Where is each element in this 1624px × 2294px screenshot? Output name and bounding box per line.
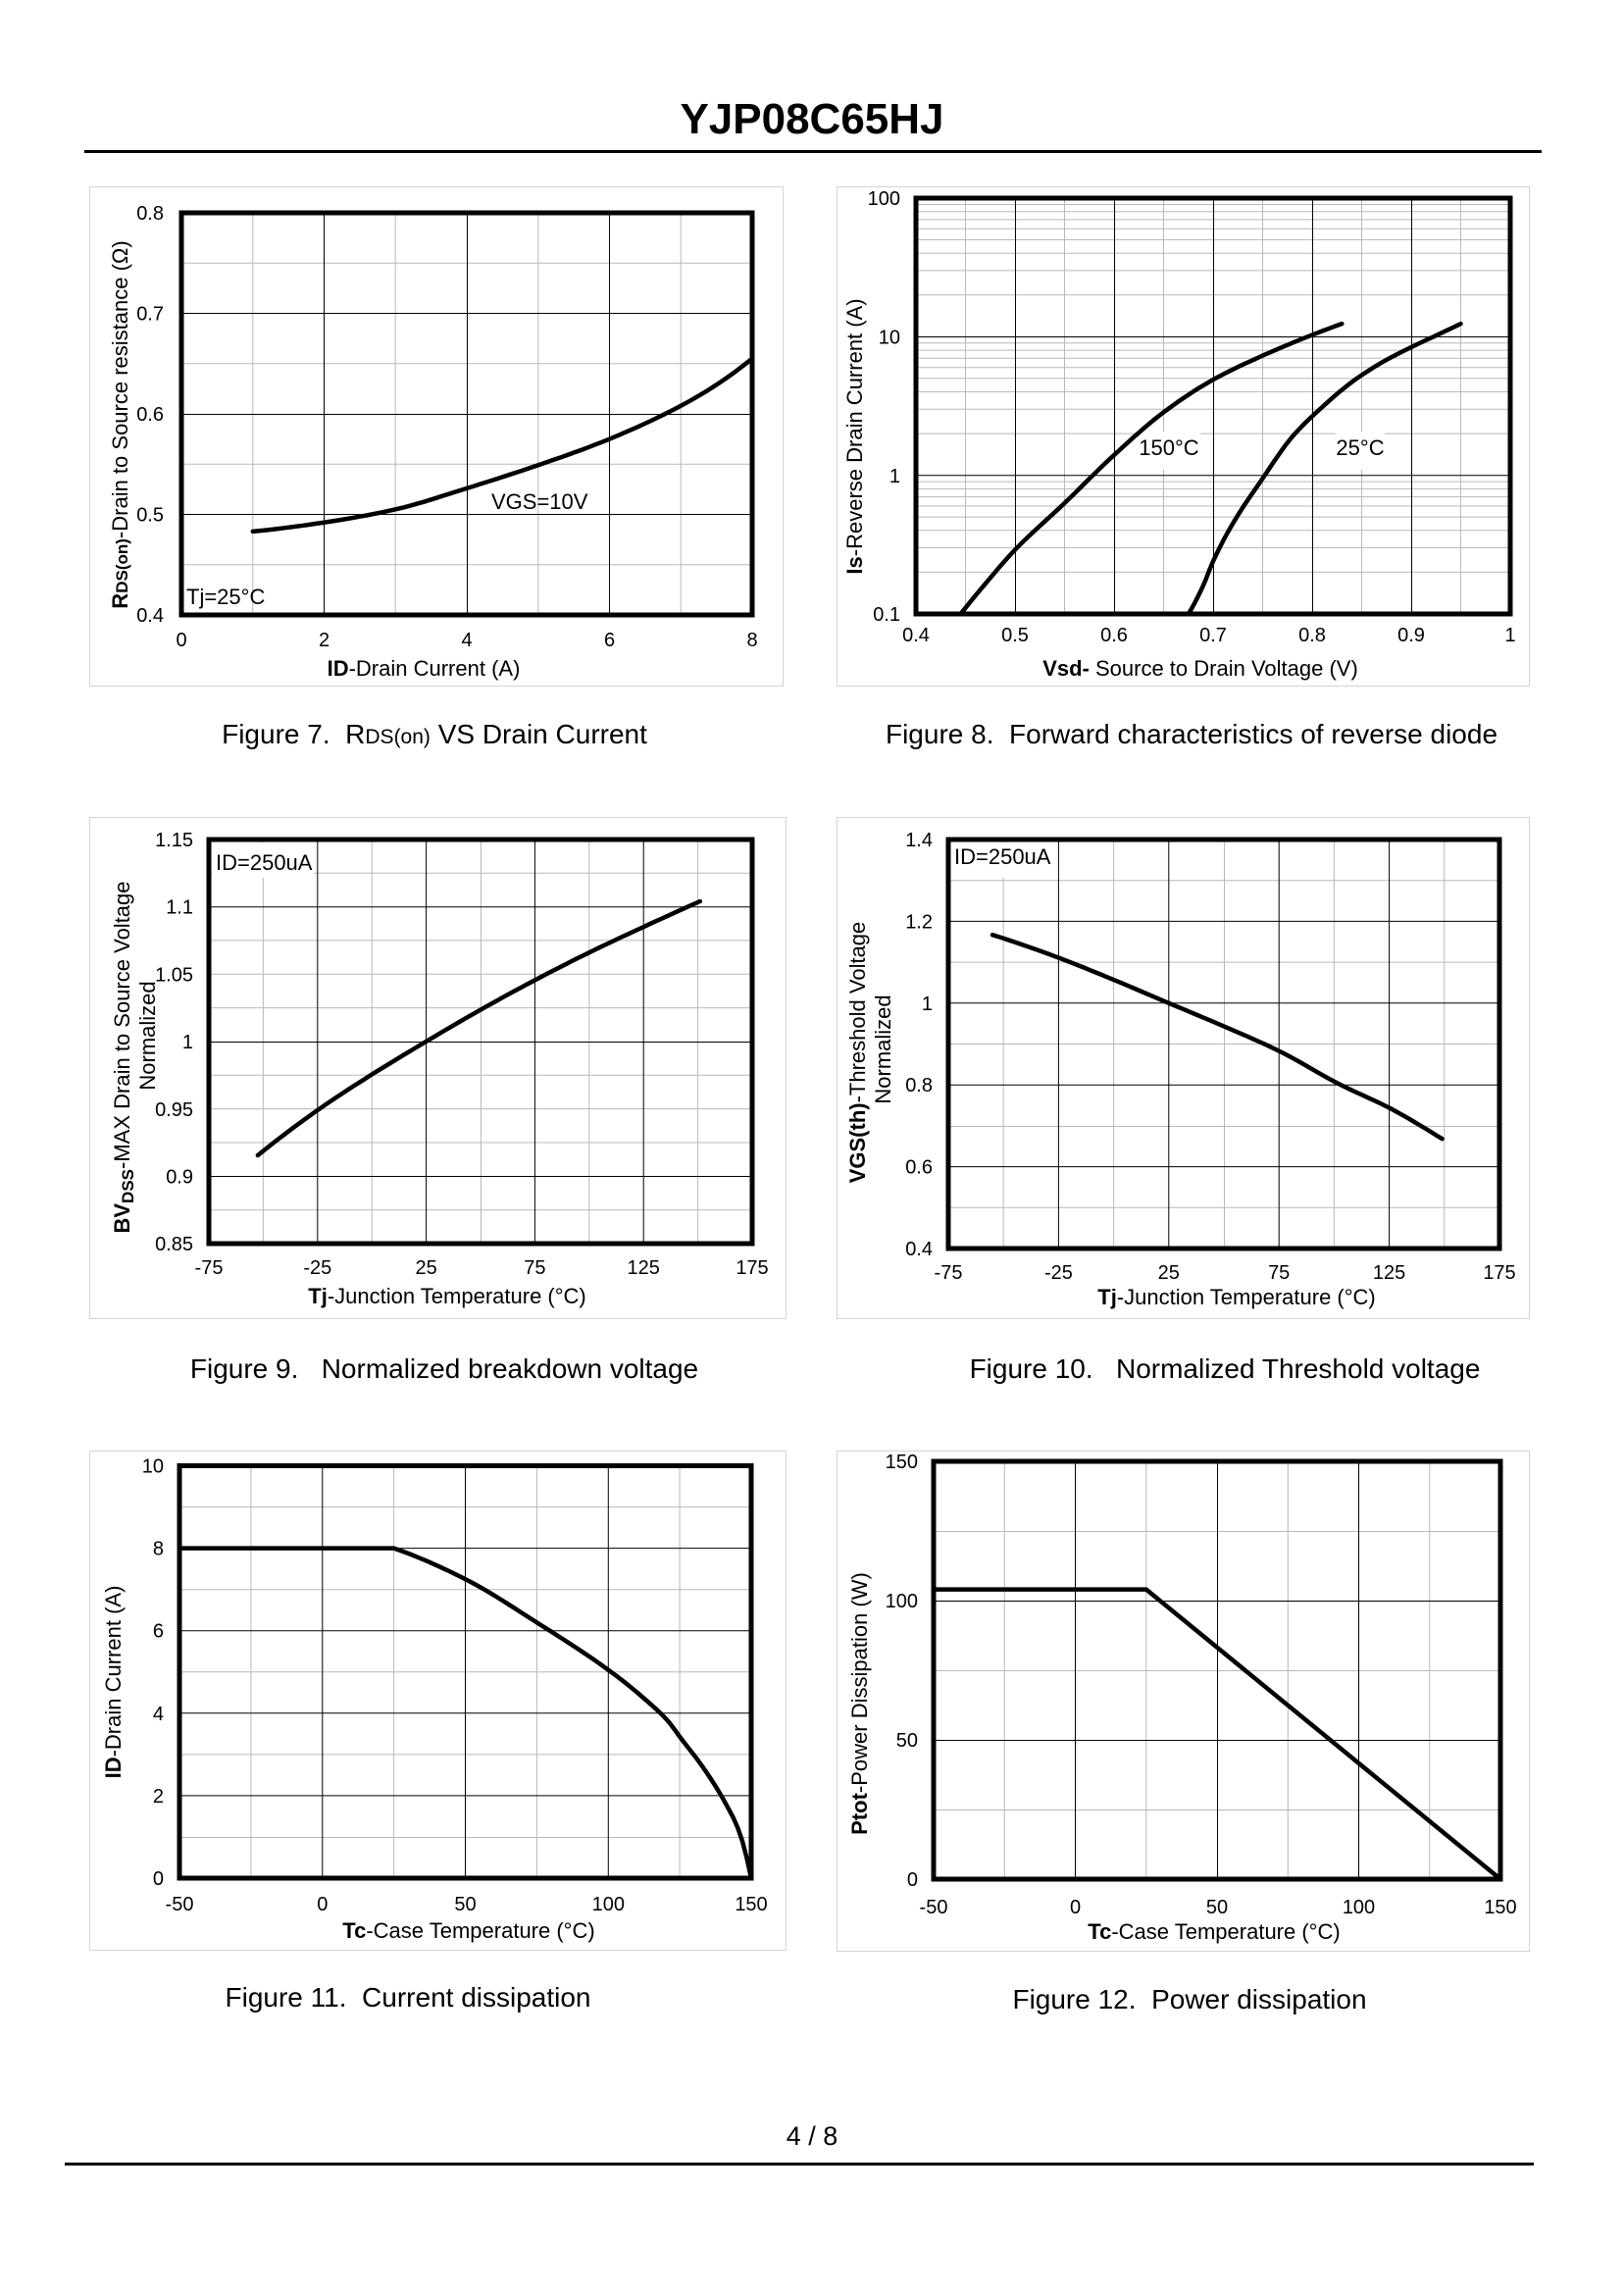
svg-text:10: 10 bbox=[142, 1456, 164, 1478]
svg-text:Ptot-Power Dissipation (W): Ptot-Power Dissipation (W) bbox=[847, 1572, 872, 1835]
svg-text:8: 8 bbox=[746, 630, 757, 651]
svg-text:150: 150 bbox=[1484, 1897, 1516, 1918]
svg-text:175: 175 bbox=[736, 1257, 768, 1279]
svg-text:50: 50 bbox=[1206, 1897, 1228, 1918]
svg-text:25: 25 bbox=[415, 1257, 436, 1279]
svg-text:4: 4 bbox=[461, 630, 472, 651]
svg-text:Tc-Case Temperature (°C): Tc-Case Temperature (°C) bbox=[342, 1918, 594, 1943]
svg-text:0: 0 bbox=[176, 630, 186, 651]
svg-text:0.4: 0.4 bbox=[136, 605, 164, 627]
svg-text:2: 2 bbox=[153, 1786, 164, 1808]
svg-text:Is-Reverse Drain Current (A): Is-Reverse Drain Current (A) bbox=[842, 298, 867, 574]
svg-text:ID=250uA: ID=250uA bbox=[216, 850, 313, 875]
svg-text:0.6: 0.6 bbox=[1100, 625, 1128, 646]
svg-text:0.85: 0.85 bbox=[155, 1234, 193, 1255]
svg-text:0.5: 0.5 bbox=[136, 505, 164, 527]
svg-text:0.8: 0.8 bbox=[136, 203, 164, 225]
svg-text:-50: -50 bbox=[920, 1897, 948, 1918]
svg-text:175: 175 bbox=[1483, 1262, 1515, 1284]
svg-text:1.2: 1.2 bbox=[905, 911, 933, 933]
svg-text:0: 0 bbox=[317, 1894, 328, 1915]
svg-text:150: 150 bbox=[735, 1894, 767, 1915]
svg-text:50: 50 bbox=[454, 1894, 476, 1915]
svg-text:125: 125 bbox=[628, 1257, 660, 1279]
svg-text:BVDSS-MAX Drain to Source Vol: BVDSS-MAX Drain to Source Voltage bbox=[110, 881, 137, 1233]
svg-text:0.1: 0.1 bbox=[873, 604, 900, 626]
svg-text:-25: -25 bbox=[1044, 1262, 1073, 1284]
svg-text:75: 75 bbox=[1268, 1262, 1290, 1284]
svg-text:100: 100 bbox=[886, 1591, 918, 1612]
svg-text:6: 6 bbox=[604, 630, 615, 651]
svg-text:0.4: 0.4 bbox=[902, 625, 930, 646]
svg-text:75: 75 bbox=[524, 1257, 545, 1279]
svg-text:1.4: 1.4 bbox=[905, 830, 933, 851]
svg-text:0.7: 0.7 bbox=[136, 304, 164, 326]
svg-text:-75: -75 bbox=[195, 1257, 224, 1279]
svg-text:0.7: 0.7 bbox=[1199, 625, 1227, 646]
svg-text:0: 0 bbox=[1070, 1897, 1081, 1918]
svg-text:0.8: 0.8 bbox=[905, 1075, 933, 1096]
svg-text:VGS=10V: VGS=10V bbox=[491, 489, 588, 514]
svg-text:150: 150 bbox=[886, 1452, 918, 1473]
svg-text:Tj-Junction Temperature (°C): Tj-Junction Temperature (°C) bbox=[308, 1284, 586, 1308]
svg-text:Tc-Case Temperature (°C): Tc-Case Temperature (°C) bbox=[1088, 1919, 1340, 1944]
svg-text:0.9: 0.9 bbox=[166, 1167, 193, 1189]
svg-text:0.6: 0.6 bbox=[136, 404, 164, 426]
svg-text:0.9: 0.9 bbox=[1397, 625, 1425, 646]
svg-text:ID=250uA: ID=250uA bbox=[954, 844, 1051, 869]
svg-text:100: 100 bbox=[592, 1894, 625, 1915]
svg-text:-25: -25 bbox=[303, 1257, 331, 1279]
svg-text:-75: -75 bbox=[935, 1262, 963, 1284]
svg-text:1.15: 1.15 bbox=[155, 830, 193, 851]
svg-text:6: 6 bbox=[153, 1621, 164, 1643]
svg-text:VGS(th)-Threshold Voltage: VGS(th)-Threshold Voltage bbox=[845, 922, 870, 1184]
svg-text:-50: -50 bbox=[166, 1894, 194, 1915]
svg-text:8: 8 bbox=[153, 1539, 164, 1560]
svg-text:150°C: 150°C bbox=[1139, 435, 1199, 460]
svg-text:0: 0 bbox=[153, 1868, 164, 1890]
svg-text:25°C: 25°C bbox=[1336, 435, 1384, 460]
svg-text:Normalized: Normalized bbox=[135, 981, 160, 1090]
svg-text:1: 1 bbox=[889, 466, 900, 487]
svg-text:0: 0 bbox=[907, 1869, 918, 1891]
svg-text:4: 4 bbox=[153, 1704, 164, 1725]
svg-text:Tj-Junction Temperature (°C): Tj-Junction Temperature (°C) bbox=[1097, 1285, 1376, 1309]
svg-text:ID-Drain Current (A): ID-Drain Current (A) bbox=[101, 1586, 126, 1779]
svg-text:1: 1 bbox=[1504, 625, 1515, 646]
svg-text:Tj=25°C: Tj=25°C bbox=[186, 585, 265, 609]
svg-text:ID-Drain Current (A): ID-Drain Current (A) bbox=[328, 656, 521, 681]
svg-text:Normalized: Normalized bbox=[871, 994, 895, 1103]
svg-text:125: 125 bbox=[1373, 1262, 1405, 1284]
svg-text:50: 50 bbox=[896, 1730, 918, 1752]
svg-text:0.5: 0.5 bbox=[1001, 625, 1029, 646]
svg-text:10: 10 bbox=[879, 328, 900, 349]
svg-text:1: 1 bbox=[922, 994, 933, 1015]
svg-text:0.4: 0.4 bbox=[905, 1239, 933, 1260]
svg-text:1.1: 1.1 bbox=[166, 897, 193, 919]
svg-text:1: 1 bbox=[182, 1032, 193, 1053]
svg-text:100: 100 bbox=[1343, 1897, 1375, 1918]
svg-text:100: 100 bbox=[868, 188, 900, 210]
svg-text:Vsd- Source to Drain Voltage (: Vsd- Source to Drain Voltage (V) bbox=[1042, 656, 1358, 681]
svg-text:0.6: 0.6 bbox=[905, 1157, 933, 1179]
svg-text:RDS(on)-Drain to Source resist: RDS(on)-Drain to Source resistance (Ω) bbox=[108, 240, 132, 608]
svg-text:0.95: 0.95 bbox=[155, 1099, 193, 1121]
svg-text:1.05: 1.05 bbox=[155, 964, 193, 986]
svg-text:0.8: 0.8 bbox=[1298, 625, 1326, 646]
svg-text:25: 25 bbox=[1158, 1262, 1180, 1284]
svg-text:2: 2 bbox=[319, 630, 330, 651]
